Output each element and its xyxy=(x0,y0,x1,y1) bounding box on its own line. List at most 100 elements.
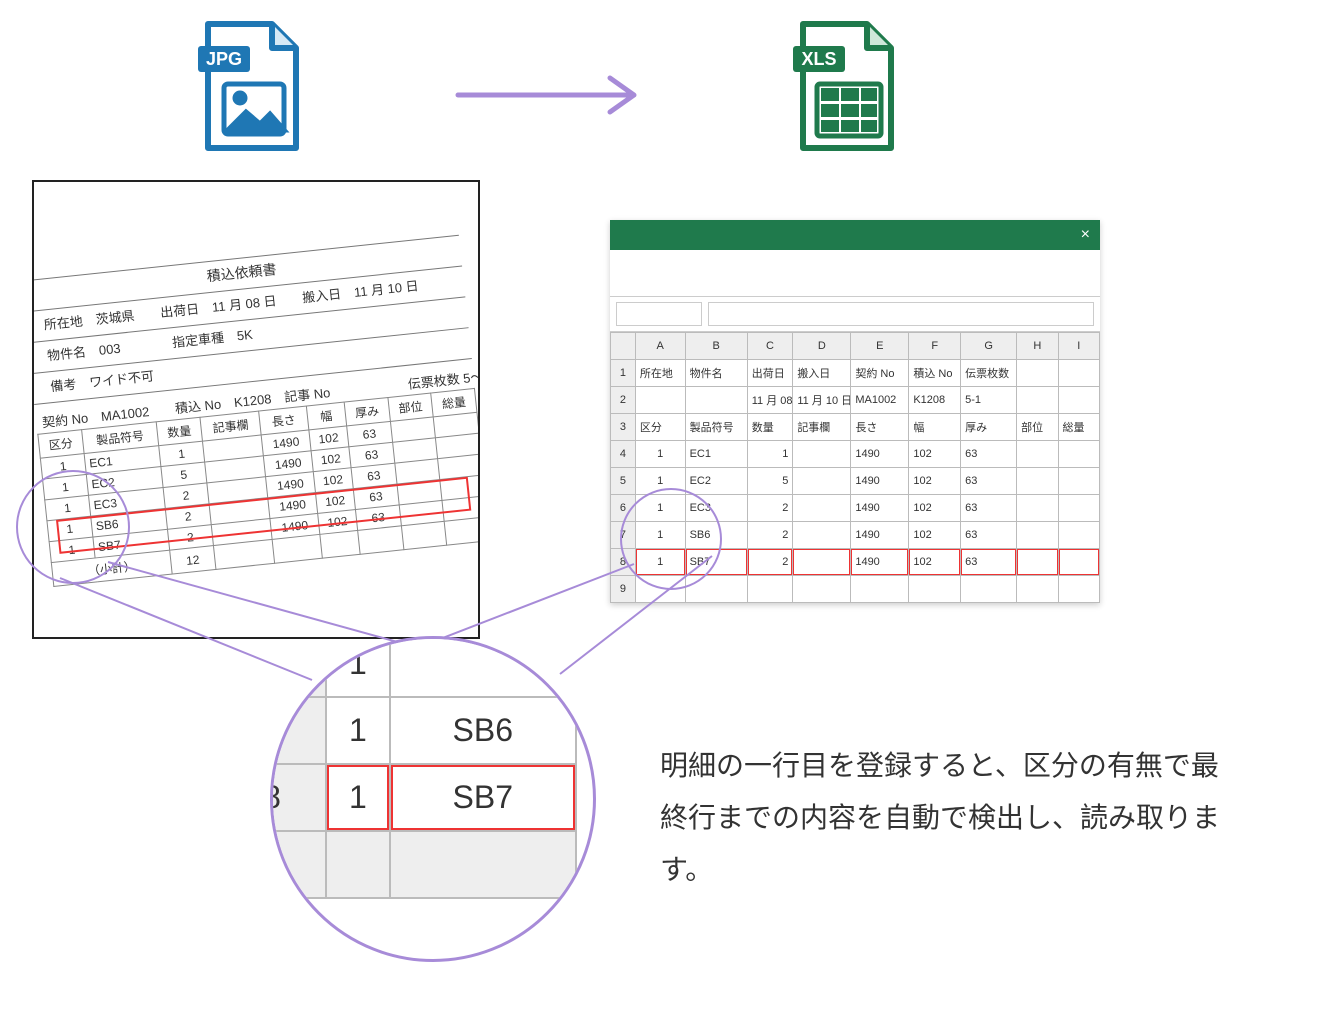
cell[interactable]: EC2 xyxy=(685,468,747,495)
xls-label: XLS xyxy=(801,49,836,69)
cell[interactable] xyxy=(851,576,909,603)
cell[interactable]: 出荷日 xyxy=(747,360,793,387)
cell[interactable] xyxy=(1058,468,1099,495)
cell[interactable]: SB7 xyxy=(685,549,747,576)
cell[interactable] xyxy=(1058,549,1099,576)
cell[interactable]: 所在地 xyxy=(635,360,685,387)
cell[interactable] xyxy=(793,495,851,522)
close-icon[interactable]: × xyxy=(1081,226,1090,244)
col-header[interactable]: D xyxy=(793,333,851,360)
cell[interactable] xyxy=(1017,495,1058,522)
cell[interactable] xyxy=(793,549,851,576)
name-box[interactable] xyxy=(616,302,702,326)
cell[interactable]: 11 月 08 日 xyxy=(747,387,793,414)
cell[interactable]: 1490 xyxy=(851,522,909,549)
cell[interactable]: 記事欄 xyxy=(793,414,851,441)
col-header[interactable]: B xyxy=(685,333,747,360)
cell[interactable] xyxy=(1017,576,1058,603)
cell[interactable] xyxy=(793,468,851,495)
cell[interactable] xyxy=(793,441,851,468)
cell[interactable]: 102 xyxy=(909,522,961,549)
cell[interactable]: 1490 xyxy=(851,495,909,522)
col-header[interactable]: G xyxy=(961,333,1017,360)
cell[interactable]: 1490 xyxy=(851,549,909,576)
cell[interactable] xyxy=(635,387,685,414)
cell[interactable]: 製品符号 xyxy=(685,414,747,441)
cell[interactable]: 5-1 xyxy=(961,387,1017,414)
cell[interactable] xyxy=(1058,522,1099,549)
col-header[interactable]: F xyxy=(909,333,961,360)
cell[interactable] xyxy=(1017,522,1058,549)
cell[interactable]: 積込 No xyxy=(909,360,961,387)
cell[interactable] xyxy=(1058,360,1099,387)
cell[interactable]: 1 xyxy=(635,522,685,549)
cell[interactable]: 63 xyxy=(961,468,1017,495)
cell[interactable]: 厚み xyxy=(961,414,1017,441)
cell[interactable]: 1 xyxy=(747,441,793,468)
cell[interactable]: 11 月 10 日 xyxy=(793,387,851,414)
cell[interactable] xyxy=(1017,549,1058,576)
sheet-row: 211 月 08 日11 月 10 日MA1002K12085-1 xyxy=(611,387,1100,414)
cell[interactable]: 63 xyxy=(961,522,1017,549)
cell[interactable] xyxy=(685,576,747,603)
cell[interactable]: 総量 xyxy=(1058,414,1099,441)
cell[interactable] xyxy=(1058,576,1099,603)
cell[interactable] xyxy=(909,576,961,603)
cell[interactable]: 2 xyxy=(747,549,793,576)
cell[interactable]: 契約 No xyxy=(851,360,909,387)
scanned-document: 積込依頼書 所在地 茨城県 出荷日 11 月 08 日 搬入日 11 月 10 … xyxy=(32,180,480,639)
cell[interactable]: 102 xyxy=(909,549,961,576)
cell[interactable]: 5 xyxy=(747,468,793,495)
cell[interactable]: 102 xyxy=(909,441,961,468)
cell[interactable]: EC3 xyxy=(685,495,747,522)
cell[interactable]: 幅 xyxy=(909,414,961,441)
cell[interactable]: 1490 xyxy=(851,468,909,495)
excel-titlebar: × xyxy=(610,220,1100,250)
cell[interactable]: 1 xyxy=(635,495,685,522)
cell[interactable] xyxy=(1017,468,1058,495)
cell[interactable] xyxy=(1017,387,1058,414)
cell[interactable]: 長さ xyxy=(851,414,909,441)
sheet-row: 51EC25149010263 xyxy=(611,468,1100,495)
cell[interactable]: 1490 xyxy=(851,441,909,468)
cell[interactable]: EC1 xyxy=(685,441,747,468)
cell[interactable]: MA1002 xyxy=(851,387,909,414)
cell[interactable] xyxy=(1017,360,1058,387)
cell[interactable]: 2 xyxy=(747,495,793,522)
cell[interactable]: 1 xyxy=(635,549,685,576)
cell[interactable]: 1 xyxy=(635,441,685,468)
cell[interactable] xyxy=(1058,387,1099,414)
cell[interactable] xyxy=(747,576,793,603)
cell[interactable]: 1 xyxy=(635,468,685,495)
cell[interactable]: 部位 xyxy=(1017,414,1058,441)
col-header[interactable]: I xyxy=(1058,333,1099,360)
cell[interactable]: 102 xyxy=(909,495,961,522)
formula-bar[interactable] xyxy=(708,302,1094,326)
cell[interactable]: 63 xyxy=(961,495,1017,522)
cell[interactable]: 伝票枚数 xyxy=(961,360,1017,387)
cell[interactable] xyxy=(793,522,851,549)
cell[interactable]: SB6 xyxy=(685,522,747,549)
col-header[interactable]: A xyxy=(635,333,685,360)
cell[interactable] xyxy=(793,576,851,603)
cell[interactable]: 63 xyxy=(961,549,1017,576)
excel-sheet: ABCDEFGHI1所在地物件名出荷日搬入日契約 No積込 No伝票枚数211 … xyxy=(610,332,1100,603)
cell[interactable]: K1208 xyxy=(909,387,961,414)
col-header[interactable]: C xyxy=(747,333,793,360)
cell[interactable]: 区分 xyxy=(635,414,685,441)
cell[interactable] xyxy=(635,576,685,603)
col-header[interactable]: H xyxy=(1017,333,1058,360)
cell[interactable] xyxy=(961,576,1017,603)
cell[interactable] xyxy=(1058,441,1099,468)
cell[interactable]: 63 xyxy=(961,441,1017,468)
cell[interactable] xyxy=(1058,495,1099,522)
cell[interactable] xyxy=(1017,441,1058,468)
cell[interactable]: 物件名 xyxy=(685,360,747,387)
col-header[interactable]: E xyxy=(851,333,909,360)
cell[interactable]: 102 xyxy=(909,468,961,495)
cell[interactable] xyxy=(685,387,747,414)
cell[interactable]: 搬入日 xyxy=(793,360,851,387)
sheet-row: 9 xyxy=(611,576,1100,603)
cell[interactable]: 2 xyxy=(747,522,793,549)
cell[interactable]: 数量 xyxy=(747,414,793,441)
